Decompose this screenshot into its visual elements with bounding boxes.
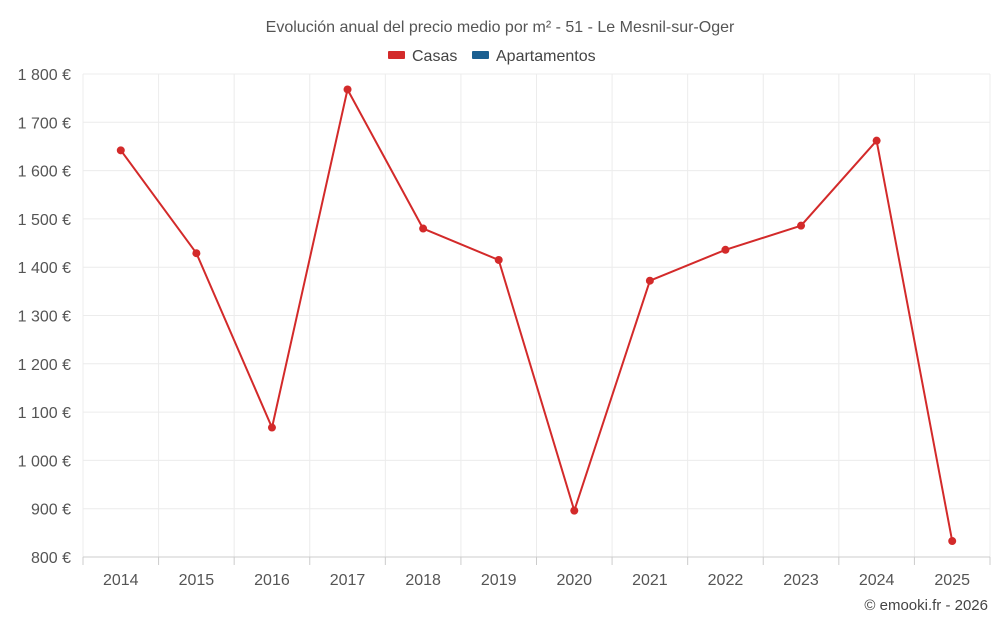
x-axis: 2014 2015 2016 2017 2018 2019 2020 2021 2022 2023… bbox=[82, 556, 991, 589]
series-line-0 bbox=[119, 88, 954, 542]
x-tick-label: 2021 bbox=[632, 572, 668, 589]
y-tick-label: 1 700 € bbox=[18, 115, 71, 132]
x-tick-label: 2017 bbox=[330, 572, 366, 589]
data-point bbox=[570, 506, 579, 515]
y-tick-label: 1 100 € bbox=[18, 405, 71, 422]
x-tick-label: 2025 bbox=[934, 572, 970, 589]
y-tick-label: 1 600 € bbox=[18, 164, 71, 181]
y-tick-label: 1 400 € bbox=[18, 260, 71, 277]
legend-swatch-0 bbox=[388, 51, 405, 59]
x-tick-label: 2024 bbox=[859, 572, 895, 589]
chart-title: Evolución anual del precio medio por m² … bbox=[266, 19, 735, 36]
data-point bbox=[267, 423, 276, 432]
legend: Casas Apartamentos bbox=[388, 48, 596, 65]
y-tick-label: 1 300 € bbox=[18, 309, 71, 326]
y-tick-label: 1 000 € bbox=[18, 453, 71, 470]
data-point bbox=[948, 537, 957, 546]
data-point bbox=[797, 221, 806, 230]
x-tick-label: 2015 bbox=[179, 572, 215, 589]
x-tick-label: 2016 bbox=[254, 572, 290, 589]
data-point bbox=[192, 249, 201, 258]
data-point bbox=[494, 255, 503, 264]
x-tick-label: 2014 bbox=[103, 572, 139, 589]
credit-text: © emooki.fr - 2026 bbox=[864, 597, 988, 614]
grid bbox=[82, 73, 991, 558]
x-tick-label: 2018 bbox=[405, 572, 441, 589]
x-tick-label: 2022 bbox=[708, 572, 744, 589]
y-tick-label: 1 200 € bbox=[18, 357, 71, 374]
data-point bbox=[645, 276, 654, 285]
x-tick-label: 2019 bbox=[481, 572, 517, 589]
y-tick-label: 1 500 € bbox=[18, 212, 71, 229]
y-tick-label: 1 800 € bbox=[18, 67, 71, 84]
x-tick-label: 2023 bbox=[783, 572, 819, 589]
legend-label-0: Casas bbox=[412, 48, 457, 65]
data-point bbox=[872, 136, 881, 145]
data-point bbox=[116, 146, 125, 155]
legend-swatch-1 bbox=[472, 51, 489, 59]
series-layer bbox=[116, 85, 957, 546]
y-axis: 800 € 900 € 1 000 € 1 100 € 1 200 € 1 300 € 1 … bbox=[18, 67, 71, 567]
legend-label-1: Apartamentos bbox=[496, 48, 596, 65]
data-point bbox=[721, 245, 730, 254]
data-point bbox=[343, 85, 352, 94]
y-tick-label: 900 € bbox=[31, 502, 71, 519]
data-point bbox=[419, 224, 428, 233]
y-tick-label: 800 € bbox=[31, 550, 71, 567]
x-tick-label: 2020 bbox=[556, 572, 592, 589]
